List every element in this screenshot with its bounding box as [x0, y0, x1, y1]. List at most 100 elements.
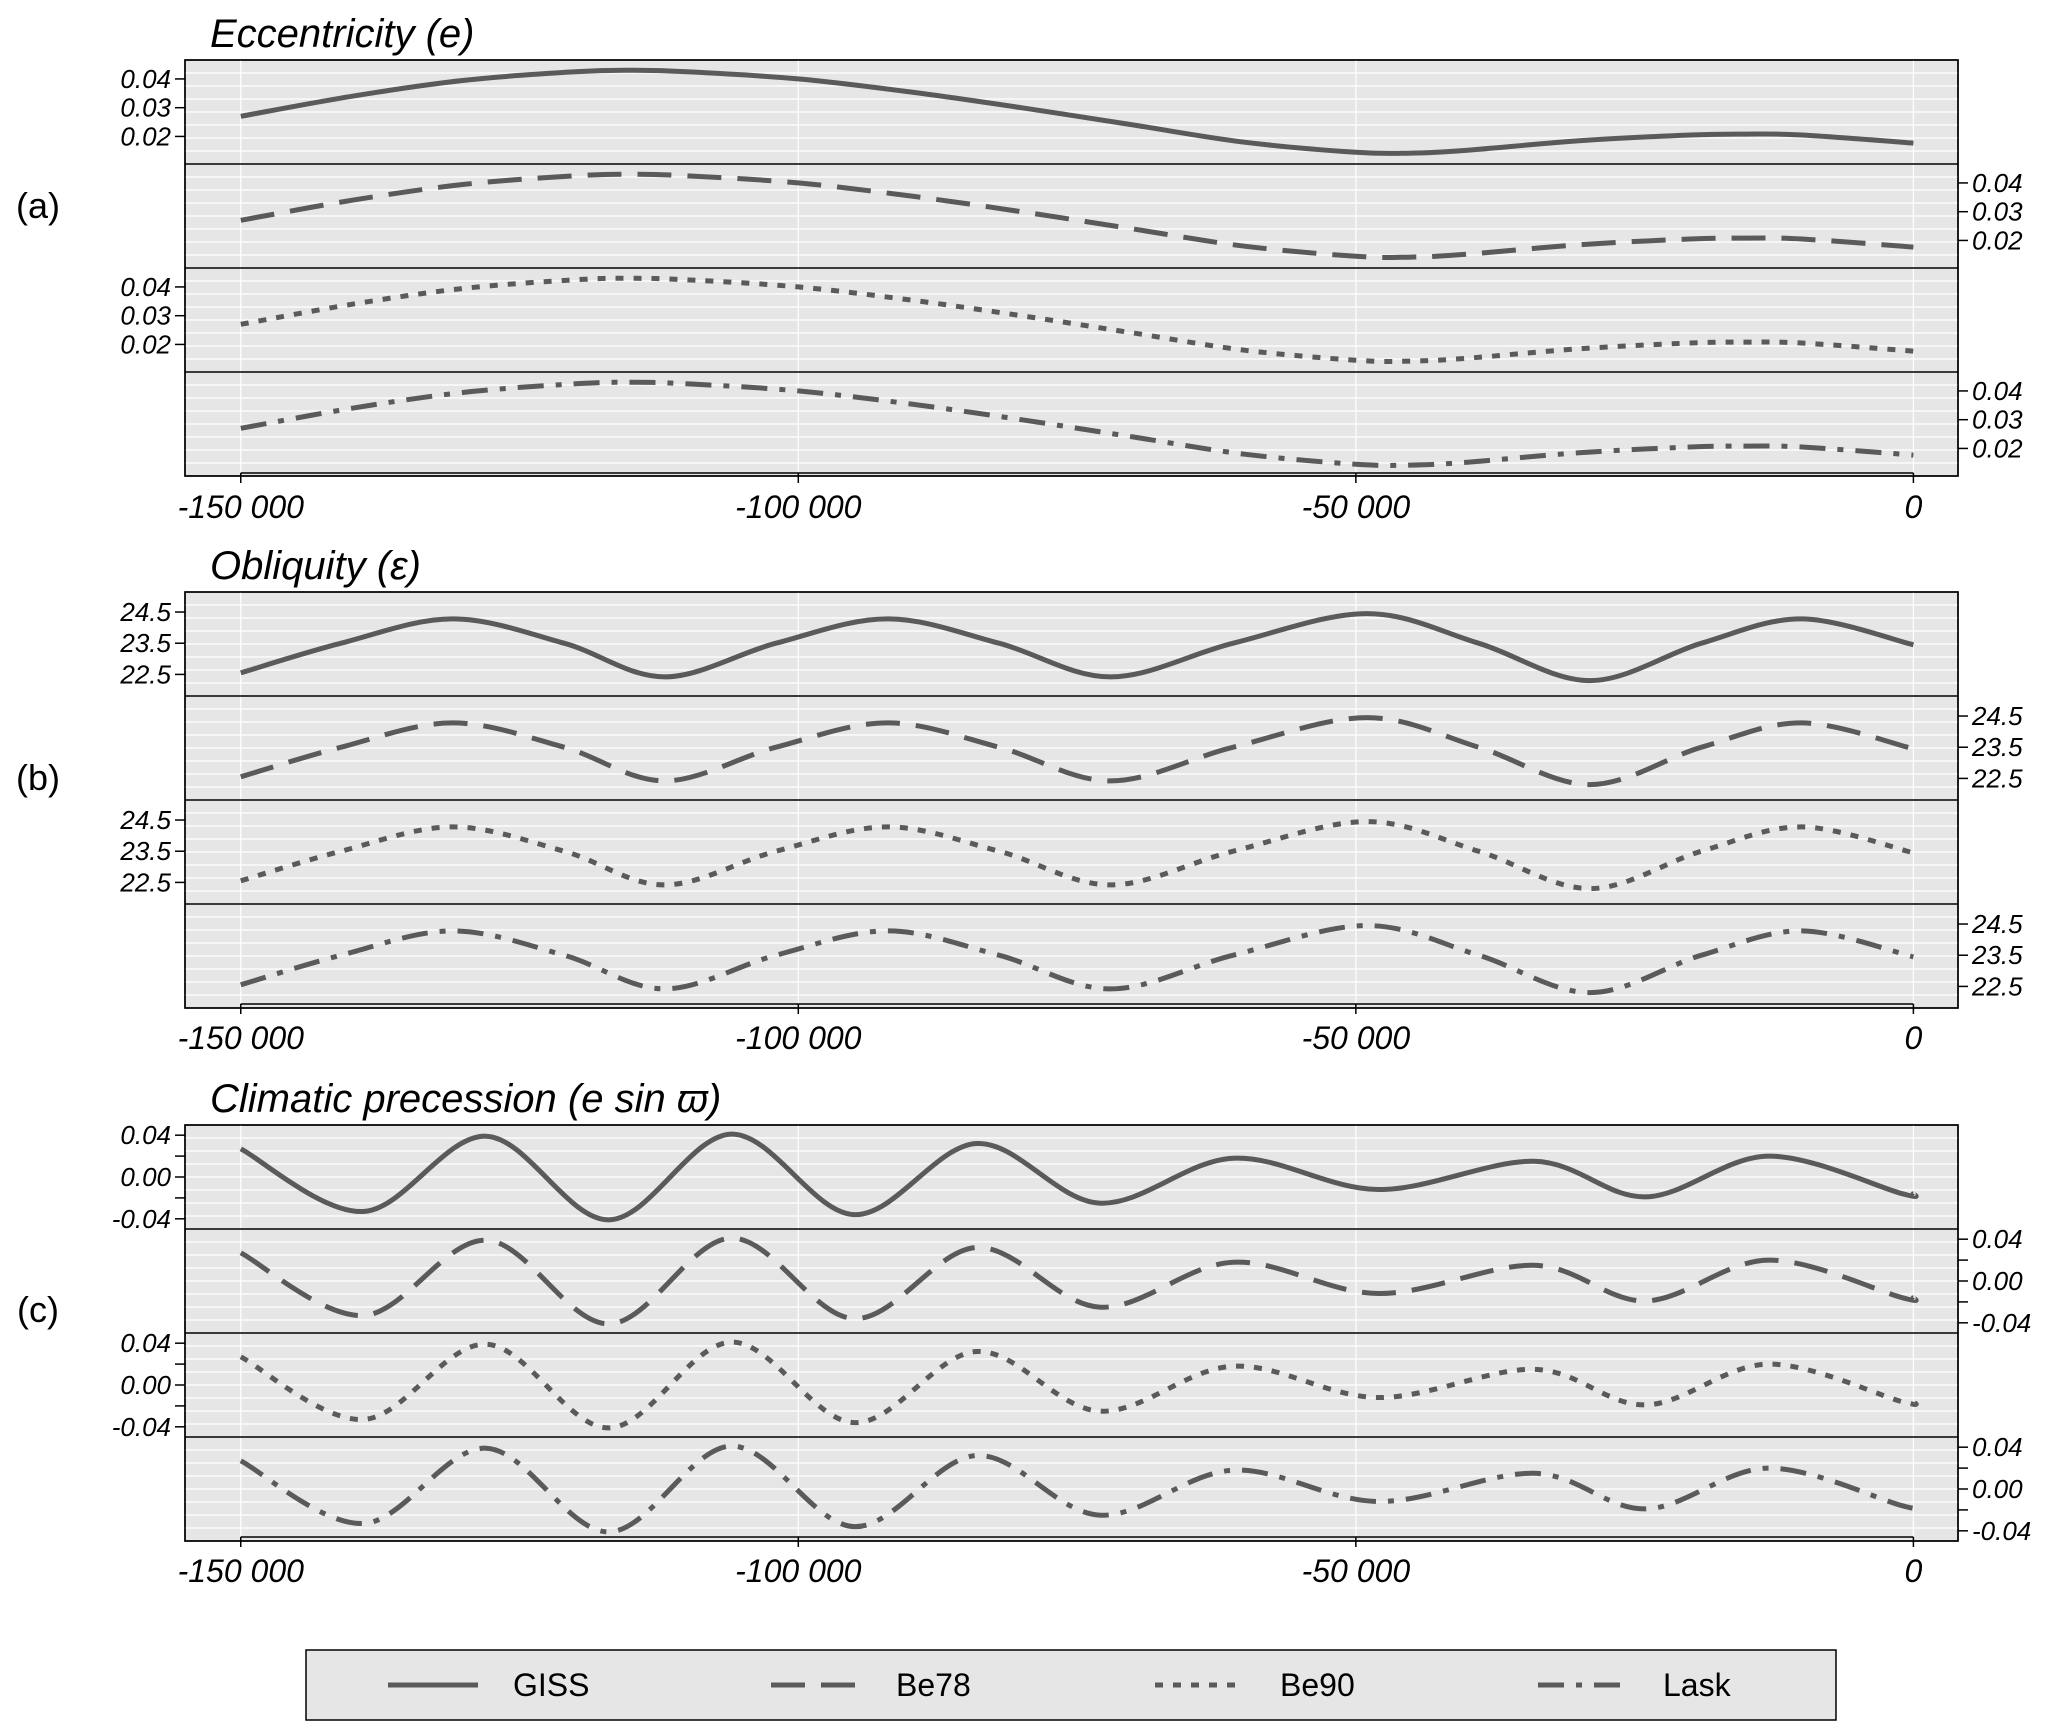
- plot-frame: [184, 59, 1959, 477]
- x-tick-label: -50 000: [1302, 489, 1411, 525]
- x-tick-label: -100 000: [735, 1553, 862, 1589]
- grid-lines: [185, 1125, 1958, 1229]
- y-axis-left: 0.020.030.04: [120, 64, 185, 151]
- legend-label: Be78: [896, 1667, 971, 1703]
- y-tick-label: 24.5: [1971, 701, 2023, 731]
- y-axis-right: 0.020.030.04: [1958, 376, 2023, 463]
- x-tick-label: -100 000: [735, 1020, 862, 1056]
- y-axis-left: -0.04 0.00 0.04: [112, 1120, 185, 1234]
- series-line-be90: [240, 819, 1914, 892]
- y-tick-label: 22.5: [119, 867, 171, 897]
- x-tick-label: -150 000: [178, 1553, 305, 1589]
- x-tick-label: -50 000: [1302, 1553, 1411, 1589]
- y-axis-left: 0.020.030.04: [120, 272, 185, 359]
- series-line-lask: [239, 1443, 1919, 1535]
- y-axis-right: 22.523.524.5: [1958, 701, 2023, 793]
- y-tick-label: 0.00: [1972, 1266, 2023, 1296]
- panel-label: (c): [17, 1289, 59, 1330]
- legend-label: GISS: [513, 1667, 589, 1703]
- legend-item-be78: Be78: [771, 1667, 971, 1703]
- legend-label: Be90: [1280, 1667, 1355, 1703]
- legend-label: Lask: [1663, 1667, 1732, 1703]
- y-axis-right: -0.04 0.00 0.04: [1958, 1432, 2031, 1546]
- y-tick-label: -0.04: [112, 1412, 171, 1442]
- y-axis-left: 22.523.524.5: [119, 597, 185, 689]
- y-axis-right: 22.523.524.5: [1958, 909, 2023, 1001]
- series-line-be90: [240, 275, 1914, 364]
- series-line-lask: [240, 379, 1914, 468]
- x-tick-label: -100 000: [735, 489, 862, 525]
- chart-panel-1: 0.020.030.040.020.030.040.020.030.040.02…: [16, 12, 2023, 525]
- y-tick-label: 0.04: [120, 272, 171, 302]
- legend-item-giss: GISS: [388, 1667, 589, 1703]
- series-line-giss: [240, 67, 1914, 156]
- y-tick-label: 22.5: [119, 659, 171, 689]
- y-tick-label: 0.04: [1972, 168, 2023, 198]
- series-line-be78: [239, 1235, 1919, 1327]
- x-axis: -150 000 -100 000 -50 000 0: [178, 1536, 1922, 1589]
- y-tick-label: 23.5: [1971, 940, 2023, 970]
- x-tick-label: -150 000: [178, 489, 305, 525]
- chart-panel-3: -0.040.000.04-0.040.000.04-0.040.000.04-…: [17, 1077, 2031, 1589]
- y-tick-label: 22.5: [1971, 971, 2023, 1001]
- x-tick-label: -50 000: [1302, 1020, 1411, 1056]
- x-tick-label: 0: [1904, 1553, 1922, 1589]
- y-tick-label: 24.5: [1971, 909, 2023, 939]
- y-tick-label: 24.5: [119, 805, 171, 835]
- y-tick-label: 22.5: [1971, 763, 2023, 793]
- series-line-be78: [240, 171, 1914, 260]
- y-axis-right: 0.020.030.04: [1958, 168, 2023, 255]
- y-tick-label: -0.04: [112, 1204, 171, 1234]
- y-axis-left: -0.04 0.00 0.04: [112, 1328, 185, 1442]
- y-tick-label: 0.04: [1972, 1224, 2023, 1254]
- grid-lines: [185, 164, 1958, 268]
- panel-label: (b): [16, 757, 60, 798]
- y-tick-label: 0.04: [1972, 1432, 2023, 1462]
- y-tick-label: 0.04: [120, 1328, 171, 1358]
- chart-title: Obliquity (ε): [210, 544, 421, 588]
- legend-item-be90: Be90: [1155, 1667, 1355, 1703]
- series-line-giss: [239, 1131, 1919, 1223]
- panel-label: (a): [16, 185, 60, 226]
- x-tick-label: 0: [1904, 1020, 1922, 1056]
- y-tick-label: 23.5: [119, 628, 171, 658]
- series-line-be78: [240, 715, 1914, 788]
- y-tick-label: 0.02: [1972, 225, 2023, 255]
- chart-title: Climatic precession (e sin ϖ): [210, 1077, 721, 1121]
- y-tick-label: 0.02: [1972, 433, 2023, 463]
- y-tick-label: 0.04: [120, 1120, 171, 1150]
- legend: GISS Be78 Be90 Lask: [305, 1649, 1837, 1721]
- y-tick-label: 0.03: [120, 93, 171, 123]
- x-tick-label: -150 000: [178, 1020, 305, 1056]
- y-tick-label: 0.00: [1972, 1474, 2023, 1504]
- y-tick-label: -0.04: [1972, 1308, 2031, 1338]
- grid-lines: [185, 800, 1958, 904]
- chart-panel-2: 22.523.524.522.523.524.522.523.524.522.5…: [16, 544, 2023, 1056]
- y-tick-label: 0.00: [120, 1162, 171, 1192]
- y-tick-label: 0.03: [1972, 405, 2023, 435]
- y-tick-label: 0.00: [120, 1370, 171, 1400]
- y-tick-label: 0.02: [120, 121, 171, 151]
- y-tick-label: 23.5: [1971, 732, 2023, 762]
- y-axis-right: -0.04 0.00 0.04: [1958, 1224, 2031, 1338]
- grid-lines: [185, 1333, 1958, 1437]
- y-axis-left: 22.523.524.5: [119, 805, 185, 897]
- plot-frame: [184, 1124, 1959, 1542]
- legend-item-lask: Lask: [1538, 1667, 1732, 1703]
- y-tick-label: 0.03: [1972, 197, 2023, 227]
- x-axis: -150 000 -100 000 -50 000 0: [178, 472, 1922, 525]
- grid-lines: [185, 372, 1958, 476]
- plot-frame: [184, 591, 1959, 1009]
- grid-lines: [185, 1437, 1958, 1541]
- y-tick-label: 0.02: [120, 329, 171, 359]
- charts-layer: 0.020.030.040.020.030.040.020.030.040.02…: [16, 12, 2031, 1589]
- series-line-be90: [239, 1339, 1919, 1431]
- y-tick-label: 0.04: [120, 64, 171, 94]
- chart-title: Eccentricity (e): [210, 12, 475, 56]
- series-line-lask: [240, 923, 1914, 996]
- series-line-giss: [240, 611, 1914, 684]
- grid-lines: [185, 268, 1958, 372]
- x-tick-label: 0: [1904, 489, 1922, 525]
- x-axis: -150 000 -100 000 -50 000 0: [178, 1003, 1922, 1056]
